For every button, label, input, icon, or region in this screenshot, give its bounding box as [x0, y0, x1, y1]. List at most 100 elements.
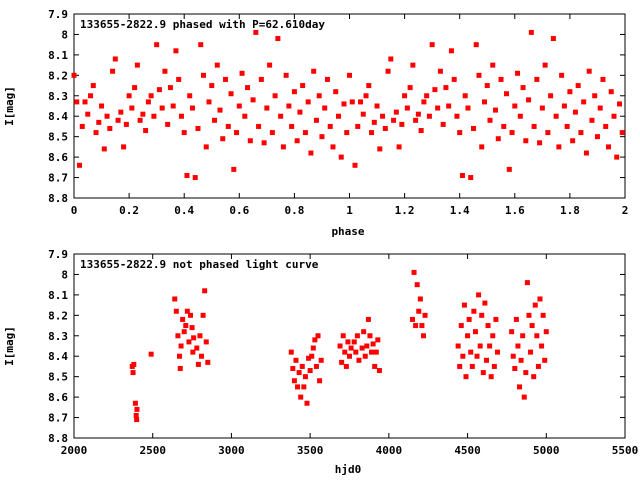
- phased-data-point: [170, 103, 176, 109]
- phased-data-point: [203, 144, 209, 150]
- phased-data-point: [523, 138, 529, 144]
- unphased-data-point: [347, 353, 352, 359]
- phased-data-point: [531, 123, 537, 129]
- unphased-data-point: [460, 353, 466, 359]
- phased-data-point: [512, 103, 518, 109]
- phased-data-point: [269, 130, 275, 136]
- phased-data-point: [391, 117, 397, 123]
- unphased-data-point: [416, 308, 422, 314]
- unphased-x-tick-label: 3000: [218, 444, 245, 457]
- unphased-data-point: [369, 349, 375, 355]
- phased-data-point: [272, 93, 278, 99]
- phased-data-point: [192, 175, 198, 181]
- phased-y-tick-label: 7.9: [48, 8, 68, 21]
- unphased-data-point: [474, 353, 480, 359]
- phased-data-point: [454, 113, 460, 119]
- unphased-data-point: [315, 333, 321, 339]
- phased-data-point: [462, 93, 468, 99]
- phased-data-point: [385, 68, 391, 74]
- phased-data-point: [239, 70, 245, 76]
- phased-data-point: [206, 99, 212, 105]
- phased-data-point: [528, 29, 534, 35]
- phased-data-point: [429, 42, 435, 48]
- unphased-data-point: [354, 333, 360, 339]
- phased-data-point: [154, 42, 160, 48]
- unphased-data-point: [364, 343, 370, 349]
- phased-x-tick-label: 0.6: [229, 204, 249, 217]
- phased-data-point: [570, 138, 576, 144]
- phased-data-point: [567, 89, 573, 95]
- phased-data-point: [534, 76, 540, 82]
- phased-data-point: [280, 144, 286, 150]
- phased-data-point: [597, 105, 603, 111]
- phased-data-point: [459, 173, 465, 179]
- phased-data-point: [581, 99, 587, 105]
- phased-data-point: [506, 166, 512, 172]
- unphased-data-point: [205, 359, 211, 365]
- unphased-data-point: [463, 374, 469, 380]
- unphased-data-point: [296, 370, 302, 376]
- phased-data-point: [426, 113, 432, 119]
- unphased-data-point: [417, 296, 423, 302]
- phased-data-point: [594, 134, 600, 140]
- phased-data-point: [498, 76, 504, 82]
- unphased-data-point: [518, 357, 524, 363]
- phased-data-point: [123, 121, 129, 127]
- phased-data-point: [537, 140, 543, 146]
- phased-x-tick-label: 2: [622, 204, 629, 217]
- phased-data-point: [313, 117, 319, 123]
- unphased-data-point: [132, 400, 138, 406]
- phased-data-point: [88, 93, 94, 99]
- phased-data-point: [358, 99, 364, 105]
- unphased-data-point: [342, 349, 348, 355]
- phased-data-point: [415, 111, 421, 117]
- unphased-data-point: [477, 343, 483, 349]
- phased-data-point: [242, 113, 248, 119]
- phased-data-point: [90, 83, 96, 89]
- unphased-data-point: [457, 363, 463, 369]
- phased-data-point: [118, 109, 124, 115]
- phased-data-point: [360, 111, 366, 117]
- phased-data-point: [200, 72, 206, 78]
- unphased-data-point: [465, 333, 471, 339]
- phased-data-point: [159, 105, 165, 111]
- unphased-y-tick-label: 8.5: [48, 371, 68, 384]
- phased-data-point: [608, 89, 614, 95]
- phased-data-point: [366, 83, 372, 89]
- phased-data-point: [322, 105, 328, 111]
- phased-y-tick-label: 8.2: [48, 69, 68, 82]
- unphased-data-point: [295, 384, 301, 390]
- phased-data-point: [484, 83, 490, 89]
- phased-data-point: [93, 130, 99, 136]
- phased-data-point: [614, 154, 620, 160]
- unphased-data-point: [317, 378, 323, 384]
- phased-data-point: [490, 62, 496, 68]
- phased-data-point: [300, 83, 306, 89]
- unphased-data-point: [187, 312, 193, 318]
- unphased-data-point: [345, 339, 351, 345]
- phased-data-point: [165, 121, 171, 127]
- unphased-data-point: [479, 312, 485, 318]
- phased-data-point: [324, 76, 330, 82]
- phased-data-point: [115, 117, 121, 123]
- unphased-data-point: [183, 323, 189, 329]
- phased-data-point: [225, 123, 231, 129]
- phased-data-point: [258, 76, 264, 82]
- phased-data-point: [198, 42, 204, 48]
- phased-plot-title: 133655-2822.9 phased with P=62.610day: [80, 18, 325, 31]
- phased-data-point: [457, 130, 463, 136]
- phased-data-point: [603, 123, 609, 129]
- phased-data-point: [542, 62, 548, 68]
- unphased-data-point: [298, 394, 304, 400]
- unphased-data-point: [540, 312, 546, 318]
- phased-data-point: [402, 93, 408, 99]
- phased-data-point: [302, 130, 308, 136]
- unphased-y-tick-label: 8.7: [48, 412, 68, 425]
- unphased-y-tick-label: 8.3: [48, 330, 68, 343]
- unphased-data-point: [414, 282, 420, 288]
- phased-data-point: [250, 97, 256, 103]
- unphased-data-point: [304, 400, 310, 406]
- unphased-data-point: [343, 363, 349, 369]
